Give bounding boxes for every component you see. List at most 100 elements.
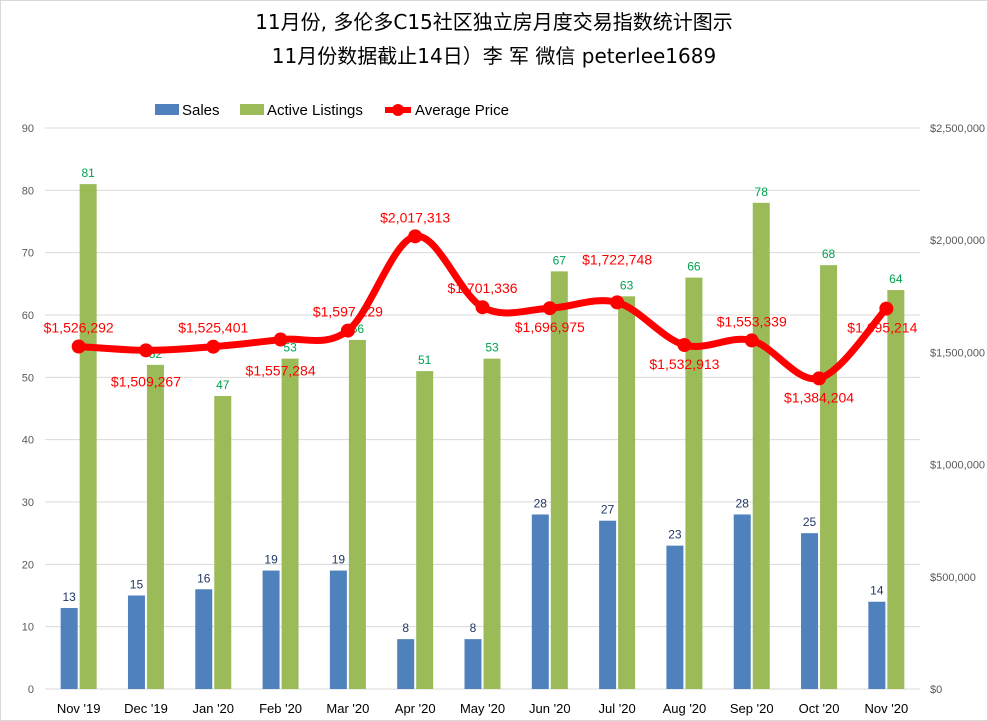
left-axis-tick: 80 (22, 185, 34, 197)
x-axis-tick: Dec '19 (124, 701, 168, 716)
listings-bar (820, 265, 838, 689)
chart-title-line2: 11月份数据截止14日）李 军 微信 peterlee1689 (271, 44, 717, 68)
x-axis-tick: May '20 (460, 701, 505, 716)
average-price-marker (542, 301, 557, 316)
average-price-marker (812, 371, 827, 386)
x-axis-tick: Oct '20 (799, 701, 840, 716)
average-price-marker (340, 323, 355, 338)
listings-data-label: 53 (283, 341, 297, 355)
listings-bar (146, 364, 164, 689)
x-axis-tick: Nov '19 (57, 701, 101, 716)
average-price-data-label: $1,695,214 (847, 320, 917, 336)
average-price-data-label: $1,525,401 (178, 320, 248, 336)
sales-bar (127, 595, 145, 689)
listings-data-label: 64 (889, 272, 903, 286)
right-axis-tick: $1,500,000 (930, 347, 985, 359)
sales-bar (397, 639, 415, 689)
left-axis-tick: 20 (22, 559, 34, 571)
average-price-marker (273, 332, 288, 347)
legend-label: Average Price (415, 102, 509, 119)
left-axis-tick: 60 (22, 310, 34, 322)
chart-title-line1: 11月份, 多伦多C15社区独立房月度交易指数统计图示 (255, 10, 733, 34)
average-price-marker (610, 295, 625, 310)
sales-bar (464, 639, 482, 689)
average-price-marker (744, 333, 759, 348)
left-axis-tick: 10 (22, 622, 34, 634)
listings-data-label: 53 (485, 341, 499, 355)
x-axis-tick: Feb '20 (259, 701, 302, 716)
x-axis-tick: Aug '20 (663, 701, 707, 716)
x-axis-tick: Nov '20 (865, 701, 909, 716)
average-price-data-label: $1,696,975 (515, 319, 585, 335)
legend-marker-average-price (392, 104, 404, 116)
listings-bar (887, 290, 905, 689)
right-axis-tick: $0 (930, 684, 942, 696)
average-price-data-label: $1,701,336 (447, 280, 517, 296)
listings-bar (214, 396, 232, 689)
sales-data-label: 8 (470, 621, 477, 635)
legend-label: Active Listings (267, 102, 363, 119)
x-axis-tick: Mar '20 (326, 701, 369, 716)
x-axis-tick: Jul '20 (599, 701, 636, 716)
sales-data-label: 19 (264, 553, 278, 567)
sales-data-label: 16 (197, 571, 211, 585)
average-price-data-label: $1,509,267 (111, 373, 181, 389)
listings-bar (416, 371, 434, 689)
average-price-marker (138, 343, 153, 358)
left-axis-tick: 50 (22, 372, 34, 384)
left-axis-tick: 90 (22, 123, 34, 135)
average-price-data-label: $1,526,292 (44, 320, 114, 336)
average-price-marker (475, 300, 490, 315)
listings-bar (618, 296, 636, 689)
listings-data-label: 81 (81, 166, 95, 180)
average-price-data-label: $1,557,284 (246, 363, 316, 379)
sales-bar (599, 520, 617, 689)
average-price-data-label: $2,017,313 (380, 209, 450, 225)
sales-data-label: 13 (62, 590, 76, 604)
right-axis-tick: $2,500,000 (930, 123, 985, 135)
average-price-marker (408, 229, 423, 244)
listings-bar (281, 358, 299, 689)
sales-data-label: 15 (130, 578, 144, 592)
average-price-data-label: $1,553,339 (717, 313, 787, 329)
average-price-data-label: $1,384,204 (784, 389, 854, 405)
x-axis-tick: Jun '20 (529, 701, 571, 716)
average-price-data-label: $1,722,748 (582, 251, 652, 267)
legend-swatch-sales (155, 104, 179, 115)
sales-data-label: 23 (668, 528, 682, 542)
average-price-marker (71, 339, 86, 354)
right-axis-tick: $1,000,000 (930, 460, 985, 472)
sales-bar (531, 514, 549, 689)
legend-swatch-active-listings (240, 104, 264, 115)
left-axis-tick: 30 (22, 497, 34, 509)
sales-bar (666, 545, 684, 689)
x-axis-tick: Jan '20 (193, 701, 235, 716)
sales-bar (801, 533, 819, 689)
listings-data-label: 63 (620, 278, 634, 292)
listings-bar (550, 271, 568, 689)
average-price-marker (879, 301, 894, 316)
listings-data-label: 67 (553, 253, 567, 267)
right-axis-tick: $500,000 (930, 572, 976, 584)
listings-bar (752, 202, 770, 690)
listings-bar (79, 184, 97, 689)
sales-data-label: 14 (870, 584, 884, 598)
sales-bar (60, 607, 78, 689)
listings-data-label: 78 (755, 185, 769, 199)
sales-data-label: 25 (803, 515, 817, 529)
left-axis-tick: 70 (22, 248, 34, 260)
sales-bar (329, 570, 347, 689)
listings-data-label: 66 (687, 260, 701, 274)
average-price-marker (677, 338, 692, 353)
sales-bar (733, 514, 751, 689)
average-price-marker (206, 339, 221, 354)
listings-data-label: 47 (216, 378, 230, 392)
sales-data-label: 28 (534, 496, 548, 510)
listings-data-label: 51 (418, 353, 432, 367)
x-axis-tick: Sep '20 (730, 701, 774, 716)
listings-bar (685, 277, 703, 689)
average-price-data-label: $1,597,129 (313, 304, 383, 320)
sales-data-label: 28 (736, 496, 750, 510)
x-axis-tick: Apr '20 (395, 701, 436, 716)
listings-data-label: 68 (822, 247, 836, 261)
